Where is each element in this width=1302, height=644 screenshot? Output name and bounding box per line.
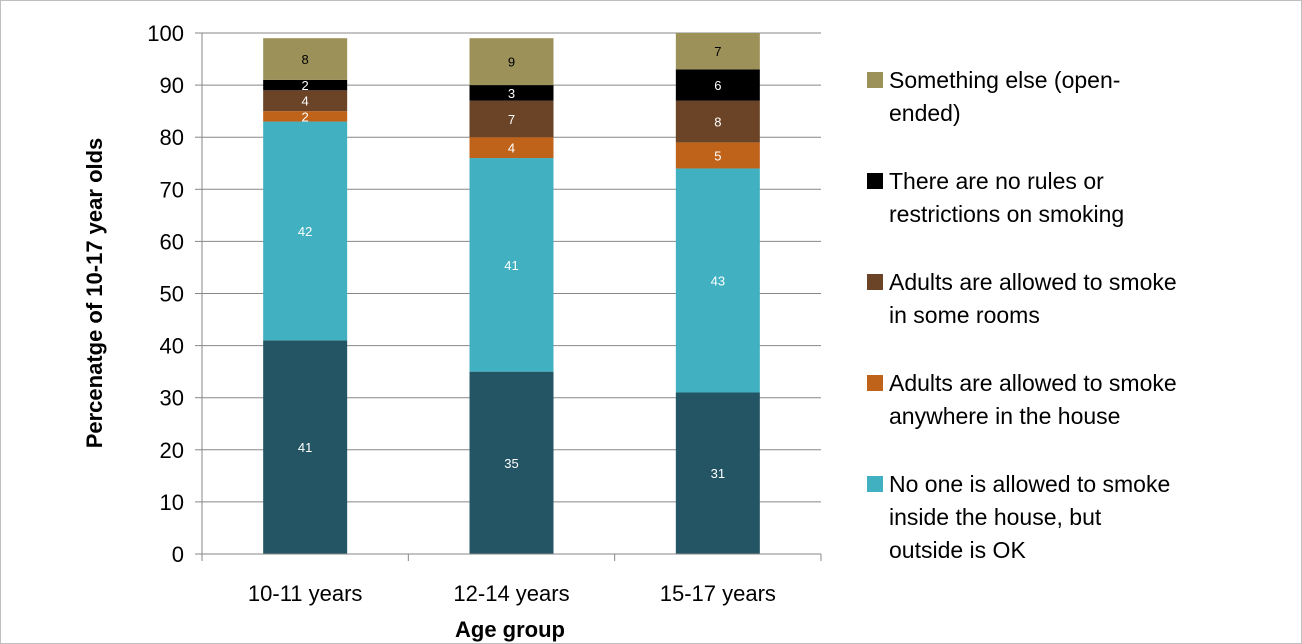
y-tick-label: 20	[160, 438, 184, 463]
data-label: 2	[302, 78, 309, 93]
bar-segment	[469, 100, 554, 138]
legend-label: anywhere in the house	[889, 403, 1120, 429]
bar-segment	[263, 38, 348, 80]
legend-swatch	[867, 375, 883, 391]
bar-segment	[263, 111, 348, 122]
legend-label: inside the house, but	[889, 504, 1102, 530]
y-tick-label: 100	[147, 21, 184, 46]
bars	[263, 33, 760, 554]
y-tick-label: 10	[160, 490, 184, 515]
legend-label: Adults are allowed to smoke	[889, 269, 1177, 295]
data-label: 7	[508, 112, 515, 127]
x-tick-label: 10-11 years	[248, 581, 363, 606]
bar-segment	[263, 121, 348, 341]
legend-label: There are no rules or	[889, 168, 1104, 194]
legend-entry: There are no rules or restrictions on smo…	[867, 168, 1124, 227]
y-tick-label: 60	[160, 229, 184, 254]
legend-label: in some rooms	[889, 302, 1040, 328]
data-label: 4	[508, 141, 515, 156]
data-label: 6	[714, 78, 721, 93]
bar-segment	[263, 340, 348, 554]
legend-label: Something else (open-	[889, 67, 1120, 93]
bar-segment	[469, 38, 554, 86]
data-label: 3	[508, 86, 515, 101]
legend-swatch	[867, 274, 883, 290]
bar-segment	[469, 158, 554, 372]
data-label: 2	[302, 109, 309, 124]
legend-label: outside is OK	[889, 537, 1026, 563]
legend-entry: Adults are allowed to smoke in some rooms	[867, 269, 1177, 328]
bar-segment	[675, 33, 760, 70]
bar-segment	[263, 90, 348, 112]
data-label: 43	[711, 273, 725, 288]
y-tick-label: 0	[172, 542, 184, 567]
data-label: 7	[714, 44, 721, 59]
legend-label: No one is allowed to smoke	[889, 471, 1170, 497]
legend-entry: Something else (open-ended)	[867, 67, 1120, 126]
legend-label: restrictions on smoking	[889, 201, 1124, 227]
data-label: 5	[714, 148, 721, 163]
y-tick-label: 30	[160, 386, 184, 411]
data-label: 9	[508, 55, 515, 70]
x-axis-title: Age group	[455, 617, 565, 642]
data-label: 8	[302, 52, 309, 67]
bar-segment	[675, 142, 760, 169]
legend-swatch	[867, 72, 883, 88]
y-axis-title: Percenatge of 10-17 year olds	[82, 138, 107, 449]
bar-segment	[263, 79, 348, 91]
bar-segment	[675, 392, 760, 554]
bar-segment	[675, 168, 760, 393]
legend: Something else (open-ended) There are no …	[867, 67, 1177, 563]
y-tick-label: 50	[160, 282, 184, 307]
y-tick-label: 70	[160, 177, 184, 202]
y-tick-label: 80	[160, 125, 184, 150]
legend-swatch	[867, 173, 883, 189]
bar-segment	[675, 69, 760, 101]
legend-label: Adults are allowed to smoke	[889, 370, 1177, 396]
legend-entry: Adults are allowed to smoke anywhere in t…	[867, 370, 1177, 429]
bar-segment	[469, 371, 554, 554]
data-label: 41	[298, 440, 312, 455]
y-tick-label: 40	[160, 334, 184, 359]
x-tick-label: 12-14 years	[453, 581, 569, 606]
y-tick-label: 90	[160, 73, 184, 98]
legend-label: ended)	[889, 100, 961, 126]
axes: 0 10 20 30 40 50 60 70 80 90 100 10-11 years 12-14 y…	[147, 21, 822, 606]
bar-segment	[469, 137, 554, 159]
data-label: 31	[711, 466, 725, 481]
bar-segment	[675, 100, 760, 143]
legend-swatch	[867, 476, 883, 492]
legend-entry: No one is allowed to smoke inside the hou…	[867, 471, 1170, 563]
data-label: 41	[504, 258, 518, 273]
data-label: 35	[504, 456, 518, 471]
x-tick-label: 15-17 years	[660, 581, 776, 606]
data-label: 8	[714, 115, 721, 130]
data-label: 42	[298, 224, 312, 239]
bar-segment	[469, 85, 554, 101]
data-label: 4	[302, 94, 309, 109]
